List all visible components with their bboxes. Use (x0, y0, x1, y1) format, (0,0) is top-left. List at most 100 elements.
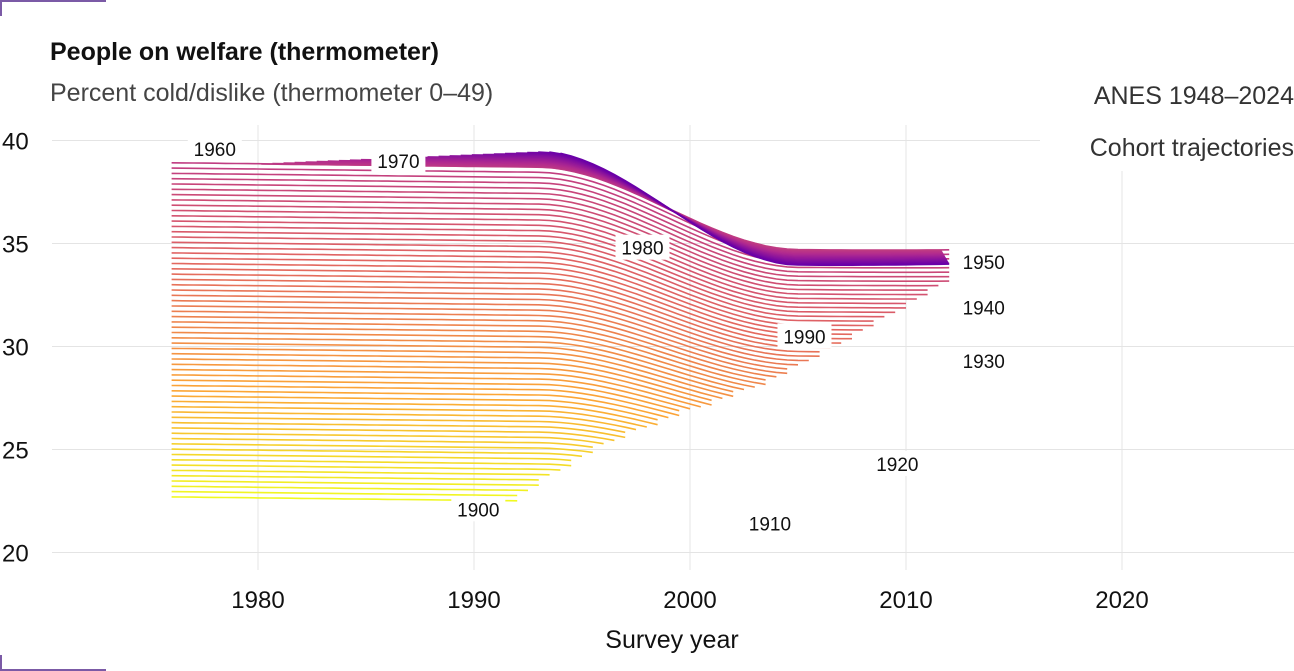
cohort-line (171, 459, 572, 467)
cohort-label-background (742, 510, 797, 536)
cohort-label: 1910 (749, 515, 791, 536)
cohort-label: 1980 (621, 239, 663, 260)
cohort-line (171, 326, 766, 386)
chart-subtitle: Percent cold/dislike (thermometer 0–49) (50, 79, 493, 107)
y-tick-label: 30 (2, 335, 29, 362)
cohort-line (171, 262, 853, 336)
cohort-label: 1950 (963, 253, 1005, 274)
cohort-label: 1970 (377, 152, 419, 173)
y-axis-ticks: 20 25 30 35 40 (2, 129, 29, 568)
cohort-line (171, 437, 593, 448)
x-axis-ticks: 1980 1990 2000 2010 2020 (231, 587, 1148, 614)
cohort-line (171, 331, 755, 388)
y-tick-label: 20 (2, 541, 29, 568)
cohort-label: 1920 (876, 455, 918, 476)
cohort-line (560, 152, 950, 267)
cohort-line (171, 289, 820, 357)
cohort-line (171, 469, 550, 476)
cohort-line (171, 305, 788, 370)
cohort-line (171, 310, 788, 375)
x-tick-label: 1980 (231, 587, 284, 614)
cohort-line (171, 342, 734, 393)
cohort-line (171, 395, 658, 421)
cohort-labels: 1900 1910 1920 1930 1940 1950 1960 1970 1980 1990 (187, 135, 1011, 536)
cohort-line (171, 315, 777, 378)
cohort-line (171, 268, 852, 340)
cohort-line (171, 220, 917, 300)
y-tick-label: 35 (2, 232, 29, 259)
cohort-line (171, 241, 885, 318)
cohort-label-background (956, 294, 1011, 320)
cohort-line (171, 236, 896, 314)
y-tick-label: 40 (2, 129, 29, 156)
cohort-label: 1960 (194, 140, 236, 161)
cohort-line (171, 464, 561, 471)
cohort-label-background (956, 249, 1011, 275)
cohort-line (171, 352, 723, 400)
cohort-line (171, 321, 766, 381)
cohort-line (171, 363, 712, 406)
cohort-line (171, 246, 874, 322)
cohort-lines (171, 151, 950, 502)
cohort-line (171, 215, 928, 296)
cohort-line (171, 416, 626, 434)
cohort-line (171, 432, 604, 445)
cohort-line (171, 283, 820, 353)
x-tick-label: 2000 (663, 587, 716, 614)
cohort-line (171, 225, 907, 305)
cohort-label-background (187, 135, 242, 161)
x-tick-label: 2020 (1095, 587, 1148, 614)
cohort-line (171, 427, 615, 442)
cohort-line (171, 480, 539, 486)
cohort-line (171, 230, 906, 309)
cohort-line (171, 204, 939, 287)
cohort-label: 1940 (963, 298, 1005, 319)
x-tick-label: 1990 (447, 587, 500, 614)
cohort-line (171, 485, 529, 492)
cohort-line (171, 421, 626, 439)
cohort-line (171, 209, 928, 291)
cohort-line (171, 183, 950, 269)
cohort-line (171, 411, 637, 431)
cohort-line (171, 368, 702, 408)
cohort-line (171, 400, 658, 426)
annotation-background (1040, 125, 1294, 171)
cohort-line (171, 384, 680, 417)
cohort-line (171, 273, 842, 344)
cohort-label-background (371, 148, 426, 174)
cohort-label: 1990 (783, 327, 825, 348)
cohort-label-background (615, 234, 670, 260)
cohort-line (171, 405, 647, 428)
cohort-annotation: Cohort trajectories (1090, 134, 1294, 162)
cohort-line (171, 358, 712, 402)
chart-title: People on welfare (thermometer) (50, 38, 439, 66)
source-note: ANES 1948–2024 (1094, 82, 1294, 110)
cohort-label: 1930 (963, 352, 1005, 373)
cohort-line (171, 337, 745, 391)
cohort-label-background (777, 323, 832, 349)
cohort-label-background (870, 450, 925, 476)
cohort-line (482, 153, 948, 263)
cohort-line (171, 390, 669, 419)
cohort-line (171, 278, 831, 349)
cohort-line (171, 252, 874, 327)
cohort-line (171, 294, 809, 362)
cohort-label-background (956, 347, 1011, 373)
cohort-line (460, 154, 947, 262)
cohort-label: 1900 (457, 500, 499, 521)
x-tick-label: 2010 (879, 587, 932, 614)
cohort-line (171, 188, 950, 274)
top-corner-mark (0, 0, 106, 16)
grid-lines (52, 125, 1294, 570)
cohort-line (405, 157, 946, 259)
cohort-line (171, 347, 734, 398)
cohort-line (171, 299, 799, 366)
cohort-line (171, 490, 518, 497)
cohort-line (171, 474, 539, 481)
cohort-line (171, 374, 691, 410)
cohort-line (171, 193, 950, 278)
cohort-label-background (451, 496, 506, 522)
cohort-line (171, 448, 583, 458)
cohort-line (171, 257, 863, 331)
